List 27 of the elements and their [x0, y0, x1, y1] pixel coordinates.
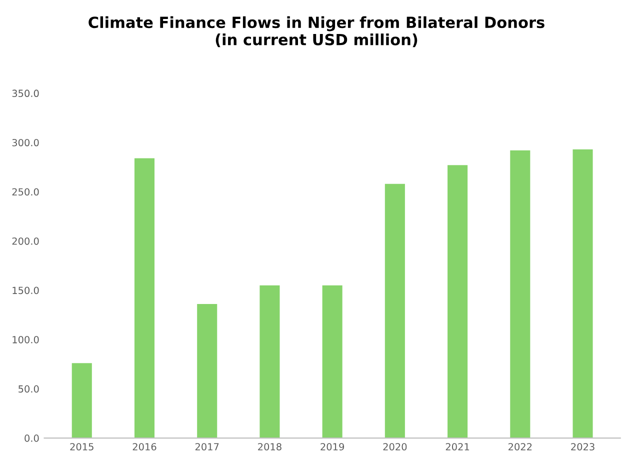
x-tick-label: 2015 [70, 443, 94, 450]
bar [72, 363, 92, 438]
x-tick-label: 2017 [195, 443, 219, 450]
y-tick-label: 0.0 [24, 434, 39, 442]
y-tick-label: 250.0 [12, 188, 39, 196]
y-tick-label: 100.0 [12, 336, 39, 344]
x-tick-label: 2018 [258, 443, 282, 450]
x-tick-label: 2022 [508, 443, 532, 450]
bar [572, 149, 593, 438]
x-tick-label: 2023 [571, 443, 594, 450]
bar [322, 285, 342, 438]
bar [384, 184, 405, 438]
x-tick-label: 2021 [446, 443, 470, 450]
chart-title: Climate Finance Flows in Niger from Bilateral Donors (in current USD million) [88, 16, 544, 48]
x-tick-label: 2020 [383, 443, 407, 450]
y-tick-label: 150.0 [12, 286, 39, 294]
bar [197, 304, 218, 438]
bar [134, 158, 155, 438]
y-tick-label: 50.0 [18, 385, 39, 393]
bar [448, 165, 468, 438]
x-tick-label: 2019 [320, 443, 344, 450]
y-tick-label: 350.0 [12, 90, 39, 98]
x-tick-label: 2016 [132, 443, 156, 450]
y-tick-label: 200.0 [12, 237, 39, 245]
bar [510, 150, 530, 438]
bar [260, 285, 280, 438]
y-tick-label: 300.0 [12, 138, 39, 146]
